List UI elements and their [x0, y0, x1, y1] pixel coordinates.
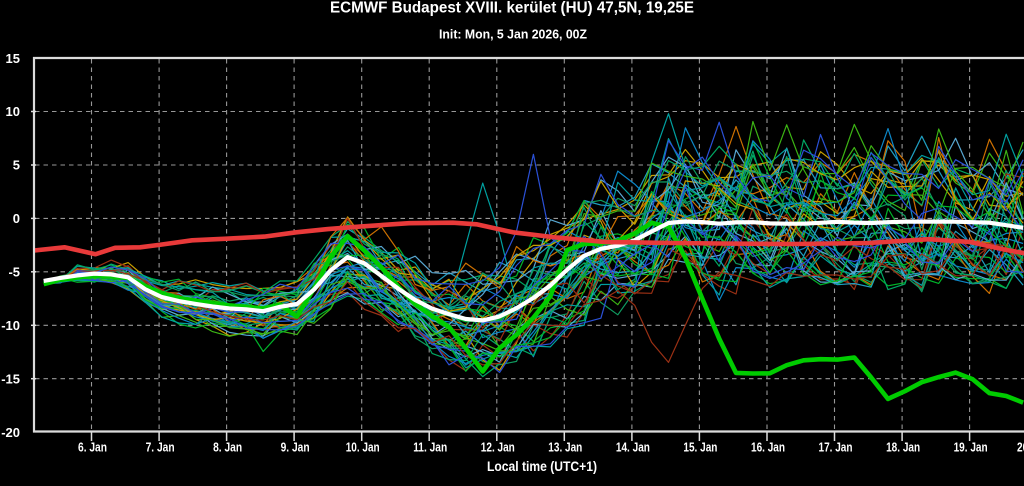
- svg-text:7. Jan: 7. Jan: [146, 440, 175, 455]
- svg-text:5: 5: [13, 158, 20, 173]
- svg-text:-15: -15: [1, 371, 20, 386]
- svg-text:14. Jan: 14. Jan: [616, 440, 650, 455]
- svg-text:12. Jan: 12. Jan: [481, 440, 515, 455]
- svg-text:15. Jan: 15. Jan: [683, 440, 717, 455]
- svg-text:20. Jan: 20. Jan: [1017, 440, 1024, 455]
- svg-text:19. Jan: 19. Jan: [954, 440, 988, 455]
- svg-text:0: 0: [13, 211, 20, 226]
- svg-text:Local time (UTC+1): Local time (UTC+1): [487, 459, 597, 474]
- svg-text:8. Jan: 8. Jan: [213, 440, 242, 455]
- svg-text:18. Jan: 18. Jan: [886, 440, 920, 455]
- svg-text:10. Jan: 10. Jan: [346, 440, 380, 455]
- svg-text:9. Jan: 9. Jan: [281, 440, 310, 455]
- svg-text:-5: -5: [8, 265, 20, 280]
- svg-text:13. Jan: 13. Jan: [548, 440, 582, 455]
- svg-text:-10: -10: [1, 318, 20, 333]
- svg-text:11. Jan: 11. Jan: [413, 440, 447, 455]
- svg-text:Init: Mon, 5 Jan 2026, 00Z: Init: Mon, 5 Jan 2026, 00Z: [439, 27, 587, 42]
- svg-text:15: 15: [6, 51, 20, 66]
- svg-text:16. Jan: 16. Jan: [751, 440, 785, 455]
- svg-text:ECMWF Budapest XVIII. kerület: ECMWF Budapest XVIII. kerület (HU) 47,5N…: [330, 0, 694, 17]
- svg-text:10: 10: [6, 104, 20, 119]
- svg-text:17. Jan: 17. Jan: [819, 440, 853, 455]
- svg-text:-20: -20: [1, 425, 20, 440]
- svg-text:6. Jan: 6. Jan: [78, 440, 107, 455]
